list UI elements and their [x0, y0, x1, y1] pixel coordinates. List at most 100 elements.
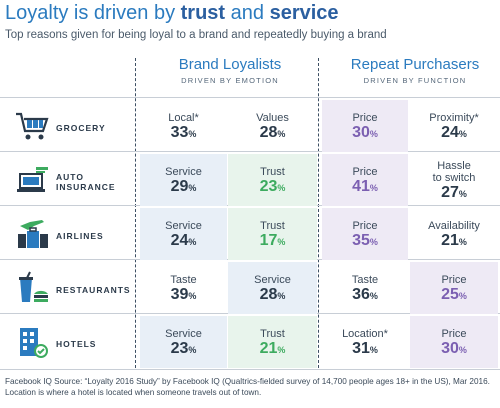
percent-sign: %: [277, 237, 286, 247]
cell-value: 30%: [322, 124, 408, 142]
row-label: AIRLINES: [56, 231, 104, 241]
row-label: HOTELS: [56, 339, 96, 349]
percent-sign: %: [369, 129, 378, 139]
cell-value: 23%: [228, 178, 317, 196]
cell-value: 17%: [228, 232, 317, 250]
title-emphasis-trust: trust: [180, 2, 226, 24]
cell-value: 21%: [410, 232, 498, 250]
cell-label: Price: [441, 274, 467, 286]
table-cell: Price 35%: [322, 208, 408, 260]
title-emphasis-service: service: [269, 2, 339, 24]
source-footnote: Facebook IQ Source: “Loyalty 2016 Study”…: [5, 376, 490, 398]
table-cell: Service 23%: [140, 316, 227, 368]
row-label-line: AIRLINES: [56, 231, 104, 241]
cell-value-number: 35: [352, 232, 370, 249]
table-cell: Availability 21%: [410, 208, 498, 260]
percent-sign: %: [188, 345, 197, 355]
column-subheading: DRIVEN BY EMOTION: [181, 76, 279, 85]
cell-value: 29%: [140, 178, 227, 196]
cell-value-number: 23: [170, 340, 189, 357]
hotel-building-icon: [14, 324, 50, 360]
cell-label: Taste: [170, 274, 197, 286]
airplane-luggage-icon: [14, 216, 50, 252]
laptop-insurance-icon: [14, 162, 50, 198]
cell-value-number: 31: [352, 340, 370, 357]
table-cell: Price 30%: [322, 100, 408, 152]
source-line: Facebook IQ Source: “Loyalty 2016 Study”…: [5, 377, 490, 386]
percent-sign: %: [188, 237, 197, 247]
cell-label: Local*: [168, 112, 199, 124]
cell-value-number: 21: [259, 340, 278, 357]
cell-label: to switch: [432, 172, 476, 184]
table-cell: Values 28%: [228, 100, 317, 152]
cell-value-number: 27: [441, 184, 459, 201]
cell-label: Service: [165, 328, 202, 340]
cell-label: Service: [165, 166, 202, 178]
cell-value-number: 30: [352, 124, 370, 141]
cell-value: 24%: [140, 232, 227, 250]
cell-label: Price: [352, 220, 378, 232]
percent-sign: %: [458, 189, 467, 199]
cell-value: 39%: [140, 286, 227, 304]
cell-value-number: 24: [441, 124, 459, 141]
cell-value: 33%: [140, 124, 227, 142]
column-header-brand-loyalists: Brand Loyalists DRIVEN BY EMOTION: [160, 56, 300, 85]
cell-label: Taste: [351, 274, 379, 286]
row-separator: [0, 369, 500, 370]
column-header-repeat-purchasers: Repeat Purchasers DRIVEN BY FUNCTION: [345, 56, 485, 85]
percent-sign: %: [277, 291, 286, 301]
column-heading: Repeat Purchasers: [350, 56, 480, 73]
table-cell: Price 30%: [410, 316, 498, 368]
percent-sign: %: [277, 129, 286, 139]
percent-sign: %: [188, 183, 197, 193]
cell-value: 27%: [410, 184, 498, 202]
row-label-line: HOTELS: [56, 339, 97, 349]
cell-value: 23%: [140, 340, 227, 358]
cell-value-number: 33: [170, 124, 189, 141]
percent-sign: %: [277, 183, 286, 193]
table-cell: Trust 17%: [228, 208, 317, 260]
row-label: RESTAURANTS: [56, 285, 131, 295]
cell-value-number: 41: [352, 178, 370, 195]
cell-value: 30%: [410, 340, 498, 358]
cell-value: 25%: [410, 286, 498, 304]
cell-value: 24%: [410, 124, 498, 142]
cell-value-number: 29: [170, 178, 189, 195]
percent-sign: %: [458, 291, 467, 301]
row-separator: [0, 151, 500, 152]
percent-sign: %: [369, 237, 378, 247]
cell-label: Price: [352, 112, 378, 124]
percent-sign: %: [188, 129, 197, 139]
table-cell: Trust 23%: [228, 154, 317, 206]
column-divider: [318, 58, 319, 368]
percent-sign: %: [458, 345, 467, 355]
cell-value-number: 23: [259, 178, 278, 195]
percent-sign: %: [369, 345, 378, 355]
cell-value: 41%: [322, 178, 408, 196]
cell-label: Location*: [342, 328, 388, 340]
cell-value-number: 28: [259, 124, 278, 141]
percent-sign: %: [188, 291, 197, 301]
row-label-line: AUTO: [56, 172, 84, 182]
page-subtitle: Top reasons given for being loyal to a b…: [5, 29, 387, 41]
table-cell: Local* 33%: [140, 100, 227, 152]
cell-label: Availability: [428, 220, 480, 232]
table-cell: Taste 36%: [322, 262, 408, 314]
table-cell: Hassle to switch 27%: [410, 154, 498, 206]
cell-value: 28%: [228, 286, 317, 304]
percent-sign: %: [369, 183, 378, 193]
row-separator: [0, 97, 500, 98]
cell-label: Trust: [260, 166, 285, 178]
table-cell: Taste 39%: [140, 262, 227, 314]
percent-sign: %: [458, 237, 467, 247]
cell-value: 28%: [228, 124, 317, 142]
cell-value: 21%: [228, 340, 317, 358]
table-cell: Service 29%: [140, 154, 227, 206]
table-cell: Location* 31%: [322, 316, 408, 368]
cell-value: 35%: [322, 232, 408, 250]
table-cell: Price 41%: [322, 154, 408, 206]
drink-burger-icon: [14, 270, 50, 306]
cell-value: 36%: [322, 286, 408, 304]
row-label-line: GROCERY: [56, 123, 106, 133]
cell-label: Proximity*: [429, 112, 479, 124]
